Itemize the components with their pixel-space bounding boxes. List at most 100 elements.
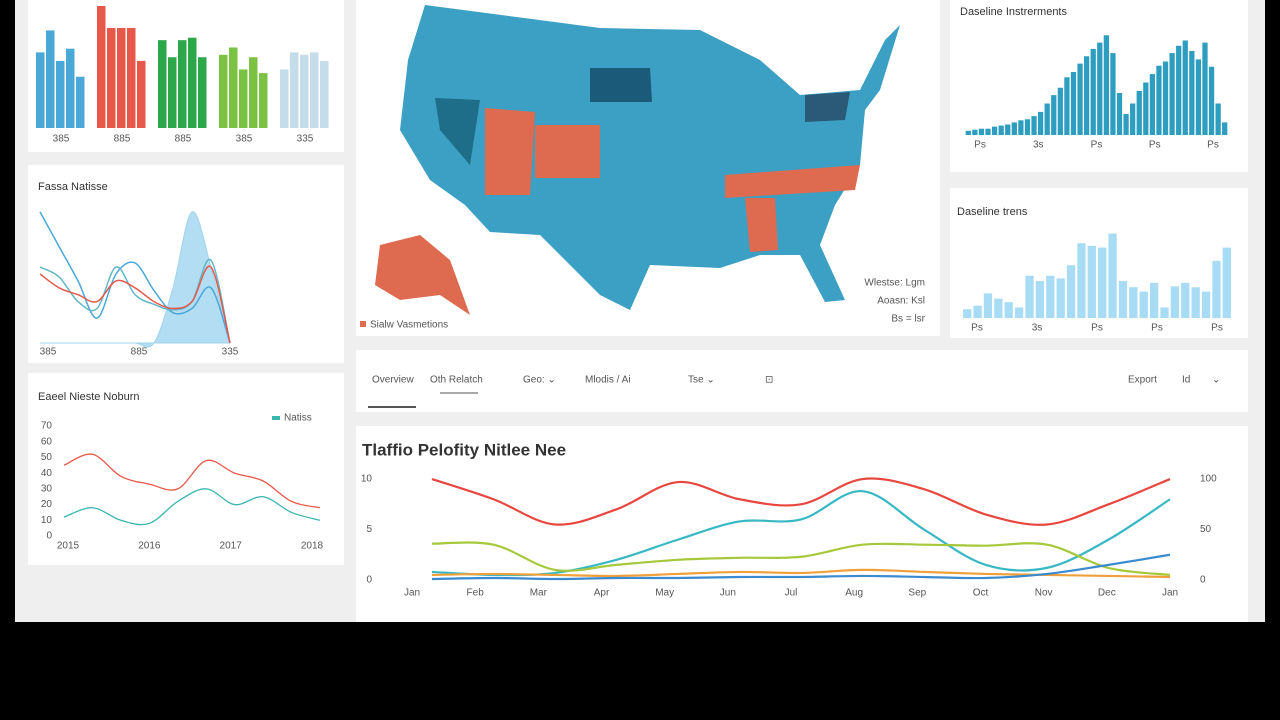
x-tick-label: 885: [131, 347, 148, 358]
bar: [994, 298, 1003, 318]
bar: [229, 47, 238, 129]
tab[interactable]: Overview: [372, 375, 414, 386]
y-tick-label: 50: [41, 452, 53, 463]
x-tick-label: 3s: [1033, 140, 1044, 151]
line: [431, 541, 1171, 577]
tab-bar: [356, 350, 1248, 412]
x-tick-label: Ps: [971, 323, 983, 334]
bar: [1130, 103, 1136, 135]
bar: [1044, 103, 1050, 135]
tab[interactable]: Mlodis / Ai: [585, 375, 631, 386]
line: [431, 553, 1171, 581]
y-tick-label: 5: [366, 524, 372, 535]
panel-title: Fassa Natisse: [38, 181, 108, 193]
button[interactable]: ⌄: [1212, 375, 1220, 386]
bar: [973, 305, 982, 318]
x-tick-label: 2018: [301, 541, 324, 552]
map-state: [745, 198, 778, 252]
bar: [158, 40, 167, 128]
tab[interactable]: Oth Relatch: [430, 375, 483, 386]
bar: [188, 37, 197, 128]
x-tick-label: Aug: [845, 588, 863, 599]
bar: [1024, 119, 1031, 135]
line: [63, 453, 321, 509]
tab[interactable]: Geo: ⌄: [523, 375, 556, 386]
map-state: [535, 125, 600, 178]
bar: [1103, 35, 1109, 135]
bar: [310, 52, 319, 128]
bar: [1011, 122, 1017, 135]
x-tick-label: Ps: [974, 140, 986, 151]
bar: [1160, 307, 1169, 318]
bar: [137, 60, 146, 128]
bar: [1005, 124, 1011, 135]
line: [39, 258, 231, 344]
y-tick-label: 0: [46, 531, 52, 542]
map-state: [805, 92, 850, 122]
tab[interactable]: Tse ⌄: [688, 375, 715, 386]
bar: [1189, 51, 1195, 135]
bar: [1037, 111, 1044, 135]
y-tick-label: 10: [361, 474, 373, 485]
bar: [1136, 90, 1142, 135]
chart-title: Tlaffio Pelofity Nitlee Nee: [362, 440, 566, 459]
bar: [1123, 114, 1129, 135]
x-tick-label: Ps: [1091, 323, 1103, 334]
main-panel: [356, 426, 1248, 622]
bar: [290, 52, 299, 128]
x-tick-label: Ps: [1207, 140, 1219, 151]
bar: [46, 30, 55, 128]
bar: [198, 57, 207, 128]
bar: [1098, 247, 1107, 318]
bar: [107, 27, 116, 128]
bar: [1222, 122, 1228, 135]
bar: [219, 54, 228, 128]
tab[interactable]: ⊡: [765, 375, 773, 386]
x-tick-label: May: [655, 588, 674, 599]
map-legend: Sialw Vasmetions: [370, 320, 448, 331]
x-tick-label: 385: [53, 134, 70, 145]
y2-tick-label: 50: [1200, 524, 1212, 535]
line: [431, 490, 1171, 577]
bar: [1046, 275, 1055, 318]
x-tick-label: Ps: [1149, 140, 1161, 151]
bar: [1215, 103, 1221, 135]
x-tick-label: 2016: [138, 541, 161, 552]
bar: [1051, 95, 1057, 135]
x-tick-label: Ps: [1151, 323, 1163, 334]
bar: [972, 129, 978, 135]
y-tick-label: 10: [41, 515, 53, 526]
bar: [1084, 56, 1090, 135]
bar: [1018, 120, 1024, 135]
x-tick-label: 385: [40, 347, 57, 358]
bar: [168, 57, 177, 128]
bar: [978, 128, 985, 135]
bar: [56, 60, 65, 128]
x-tick-label: Jan: [1162, 588, 1178, 599]
x-tick-label: 2015: [57, 541, 80, 552]
x-tick-label: Jan: [404, 588, 420, 599]
x-tick-label: 885: [114, 134, 131, 145]
bar: [1212, 260, 1221, 318]
button[interactable]: Export: [1128, 375, 1157, 386]
bar: [36, 52, 45, 128]
bar: [1208, 66, 1215, 135]
bar: [1066, 265, 1076, 318]
bar: [1201, 291, 1211, 318]
y-tick-label: 0: [366, 575, 372, 586]
x-tick-label: Jun: [720, 588, 736, 599]
bar: [1004, 302, 1013, 318]
button[interactable]: Id: [1182, 375, 1190, 386]
line: [39, 211, 231, 344]
bar: [1108, 233, 1117, 318]
bar: [998, 125, 1004, 135]
x-tick-label: 3s: [1032, 323, 1043, 334]
line: [39, 265, 231, 344]
bar: [965, 130, 971, 135]
bar: [1070, 72, 1077, 135]
bar: [1149, 74, 1156, 135]
bar: [1143, 82, 1149, 135]
y2-tick-label: 100: [1200, 474, 1217, 485]
bar: [1129, 287, 1138, 318]
